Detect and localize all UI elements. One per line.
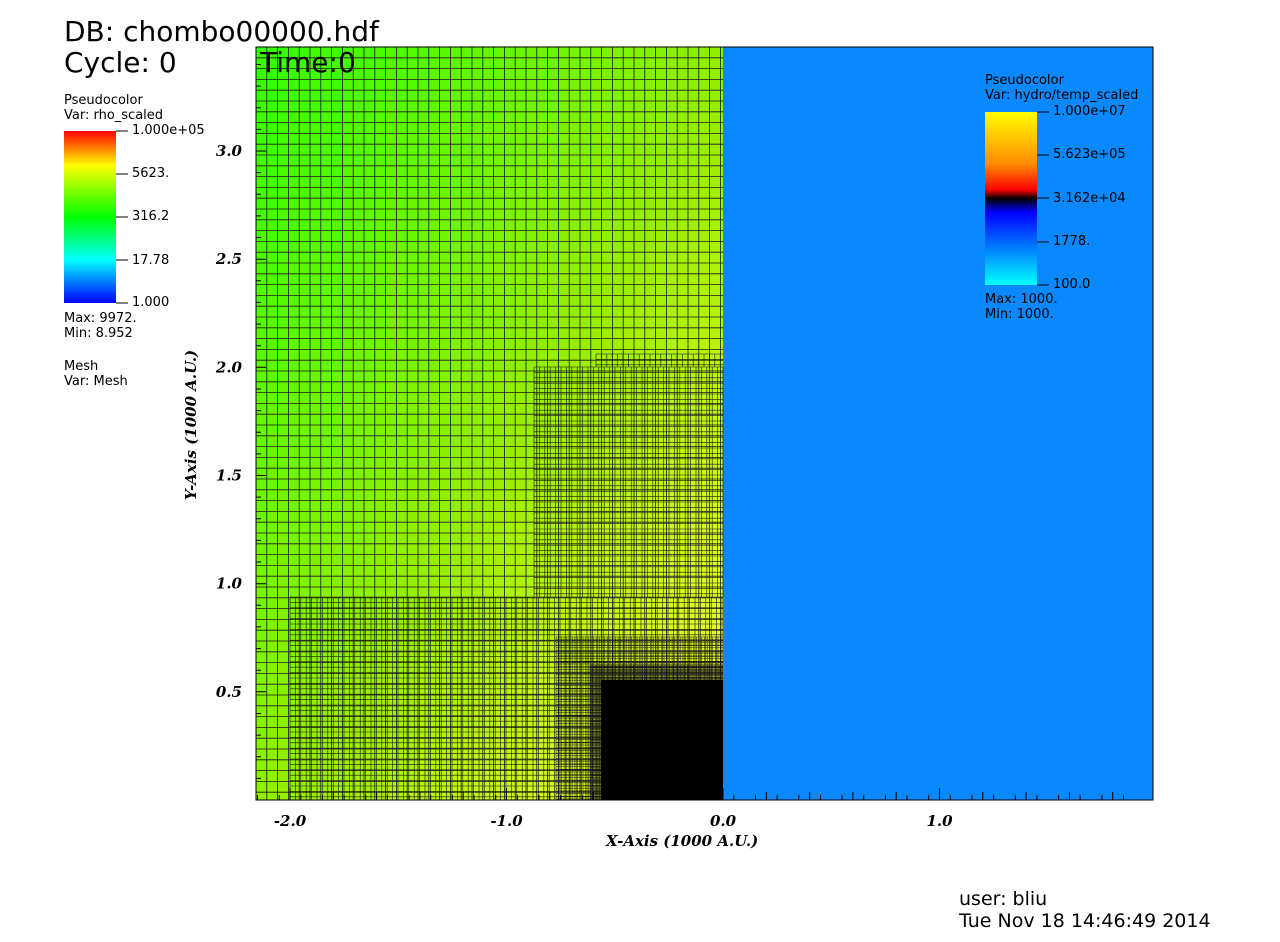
mesh-level-1c	[595, 353, 723, 367]
y-axis-title: Y-Axis (1000 A.U.)	[182, 349, 200, 501]
db-title: DB: chombo00000.hdf	[64, 15, 379, 48]
x-tick-label: 0.0	[710, 812, 737, 830]
legend-right-min: Min: 1000.	[985, 307, 1054, 322]
plot-frame	[255, 46, 1154, 801]
legend-left-tick-0: 1.000e+05	[132, 123, 205, 138]
y-tick-label: 1.0	[216, 575, 243, 593]
legend-left-tick-3: 17.78	[132, 253, 170, 268]
legend-right-tick-3: 1778.	[1053, 234, 1091, 249]
y-tick-label: 3.0	[216, 142, 243, 160]
y-tick-label: 1.5	[216, 467, 242, 485]
mesh-legend-var: Var: Mesh	[64, 374, 128, 389]
date-label: Tue Nov 18 14:46:49 2014	[959, 910, 1211, 932]
user-label: user: bliu	[959, 888, 1048, 910]
legend-right-title: Pseudocolor	[985, 73, 1064, 88]
legend-left-max: Max: 9972.	[64, 311, 137, 326]
legend-right-max: Max: 1000.	[985, 292, 1058, 307]
legend-left-min: Min: 8.952	[64, 326, 133, 341]
legend-left-tick-1: 5623.	[132, 166, 170, 181]
legend-left-var: Var: rho_scaled	[64, 108, 164, 123]
legend-right-tick-4: 100.0	[1053, 277, 1091, 292]
x-tick-label: -1.0	[490, 812, 523, 830]
cycle-label: Cycle: 0	[64, 46, 177, 79]
legend-left-colorbar	[64, 131, 116, 303]
y-tick-label: 2.5	[215, 250, 242, 268]
x-tick-label: -2.0	[274, 812, 307, 830]
x-axis-title: X-Axis (1000 A.U.)	[606, 832, 759, 850]
legend-left-tick-2: 316.2	[132, 209, 170, 224]
legend-right-var: Var: hydro/temp_scaled	[985, 88, 1139, 103]
refined-core	[601, 680, 723, 800]
legend-right-colorbar	[985, 112, 1037, 285]
time-label: Time:0	[260, 46, 356, 79]
legend-right-ticks	[1037, 111, 1049, 286]
legend-left-tick-4: 1.000	[132, 295, 170, 310]
mesh-level-1b	[533, 366, 724, 597]
y-tick-label: 2.0	[215, 358, 243, 376]
y-tick-label: 0.5	[216, 683, 242, 701]
axis-ticks	[256, 64, 1124, 801]
legend-left-title: Pseudocolor	[64, 93, 143, 108]
x-tick-label: 1.0	[926, 812, 953, 830]
legend-right-tick-2: 3.162e+04	[1053, 191, 1126, 206]
mesh-legend-title: Mesh	[64, 359, 99, 374]
legend-left-ticks	[116, 130, 128, 304]
temperature-region	[723, 47, 1153, 800]
legend-right-tick-1: 5.623e+05	[1053, 147, 1126, 162]
legend-right-tick-0: 1.000e+07	[1053, 104, 1126, 119]
